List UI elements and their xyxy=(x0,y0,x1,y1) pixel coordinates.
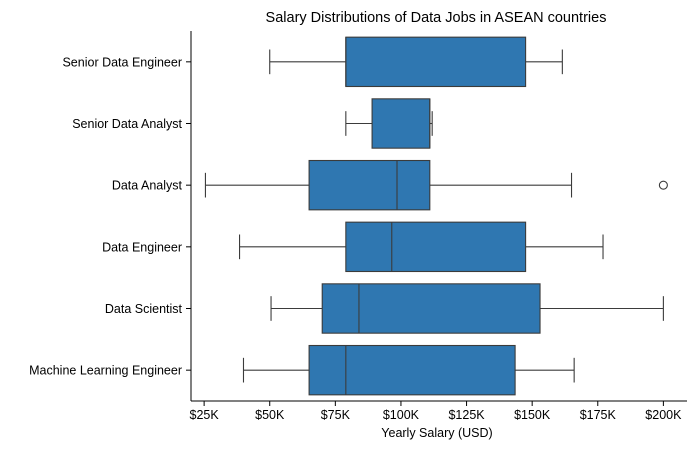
box xyxy=(345,221,527,273)
outlier-point xyxy=(658,180,668,190)
y-tick-label: Data Scientist xyxy=(105,302,183,316)
x-axis-ticks: $25K $50K $75K $100K $125K $150K $175K $200K xyxy=(190,401,682,422)
y-tick-label: Senior Data Analyst xyxy=(72,117,182,131)
box xyxy=(308,344,516,396)
x-tick-label: $125K xyxy=(448,408,485,422)
box xyxy=(345,36,527,88)
x-tick-label: $50K xyxy=(255,408,285,422)
box-group xyxy=(270,283,664,334)
box xyxy=(321,283,541,334)
box xyxy=(371,98,431,149)
box-group xyxy=(242,344,575,396)
y-axis-ticks: Senior Data Engineer Senior Data Analyst D… xyxy=(29,55,191,378)
box-group xyxy=(269,36,563,88)
y-tick-label: Machine Learning Engineer xyxy=(29,364,182,378)
x-tick-label: $75K xyxy=(321,408,351,422)
box-group xyxy=(345,98,433,149)
x-tick-label: $175K xyxy=(580,408,617,422)
box xyxy=(308,159,431,211)
x-tick-label: $100K xyxy=(383,408,420,422)
boxes-layer xyxy=(204,36,668,396)
x-tick-label: $25K xyxy=(190,408,220,422)
y-tick-label: Data Analyst xyxy=(112,179,183,193)
chart-title: Salary Distributions of Data Jobs in ASE… xyxy=(266,10,607,26)
x-tick-label: $200K xyxy=(645,408,682,422)
x-axis-title: Yearly Salary (USD) xyxy=(381,426,492,440)
box-group xyxy=(239,221,604,273)
y-tick-label: Senior Data Engineer xyxy=(62,55,182,69)
x-tick-label: $150K xyxy=(514,408,551,422)
y-tick-label: Data Engineer xyxy=(102,240,182,254)
box-group xyxy=(204,159,668,211)
